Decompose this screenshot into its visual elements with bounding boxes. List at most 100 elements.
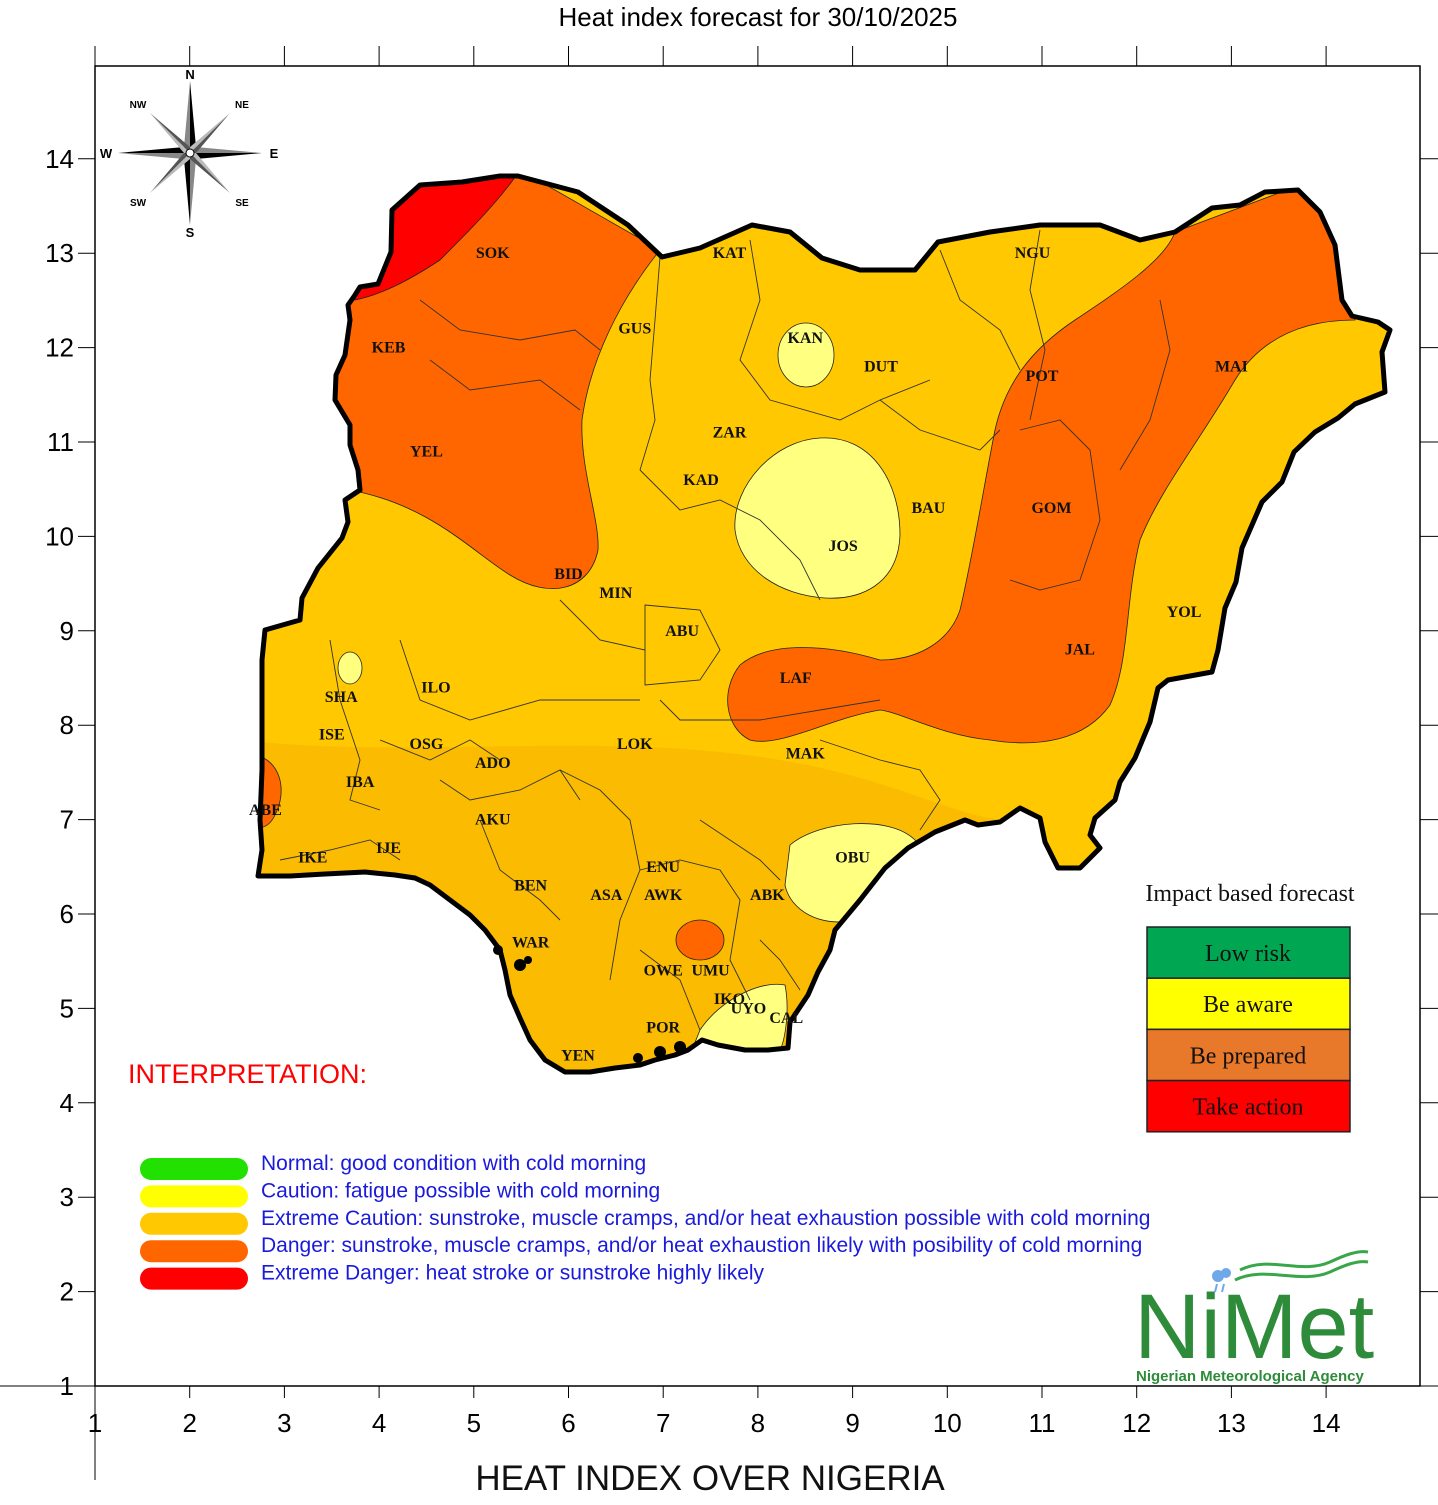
- zone-caution-uyo: [689, 983, 788, 1056]
- interpretation-swatch: [140, 1185, 248, 1208]
- x-tick-label: 1: [88, 1408, 102, 1438]
- state-boundaries: [279, 229, 1171, 1031]
- x-tick-label: 3: [277, 1408, 291, 1438]
- compass-w: W: [100, 146, 113, 161]
- y-tick-label: 11: [47, 427, 74, 457]
- compass-sw: SW: [130, 198, 147, 209]
- city-label-enu: ENU: [646, 859, 680, 876]
- compass-rose: N S E W NE NW SE SW: [100, 67, 279, 240]
- cloud-icon: [1212, 1268, 1231, 1293]
- city-label-yol: YOL: [1167, 604, 1202, 621]
- x-tick-label: 7: [656, 1408, 670, 1438]
- interpretation-label: Normal: good condition with cold morning: [261, 1152, 646, 1175]
- map-title: Heat index forecast for 30/10/2025: [559, 2, 958, 32]
- y-tick-label: 7: [60, 805, 74, 835]
- footer-title: HEAT INDEX OVER NIGERIA: [475, 1459, 945, 1498]
- x-tick-label: 9: [845, 1408, 859, 1438]
- city-label-kat: KAT: [713, 245, 747, 262]
- x-tick-label: 14: [1312, 1408, 1341, 1438]
- city-label-keb: KEB: [372, 340, 406, 357]
- city-label-laf: LAF: [780, 670, 812, 687]
- city-label-cal: CAL: [769, 1010, 803, 1027]
- city-label-obu: OBU: [835, 849, 870, 866]
- city-label-gus: GUS: [618, 321, 651, 338]
- city-label-gom: GOM: [1031, 500, 1071, 517]
- x-tick-label: 12: [1122, 1408, 1151, 1438]
- city-label-iba: IBA: [346, 774, 375, 791]
- city-label-dut: DUT: [864, 358, 898, 375]
- compass-e: E: [270, 146, 279, 161]
- impact-title: Impact based forecast: [1145, 881, 1355, 907]
- x-tick-label: 13: [1217, 1408, 1246, 1438]
- y-tick-label: 4: [60, 1088, 74, 1118]
- interpretation-swatch: [140, 1212, 248, 1235]
- city-label-war: WAR: [512, 934, 550, 951]
- x-tick-label: 11: [1029, 1408, 1056, 1438]
- logo-wave-icon: [1239, 1250, 1369, 1272]
- impact-level-label: Be prepared: [1190, 1043, 1307, 1069]
- x-tick-label: 5: [467, 1408, 481, 1438]
- zone-danger-northeast: [727, 184, 1356, 744]
- city-label-aku: AKU: [475, 812, 511, 829]
- zone-caution-jos: [734, 437, 901, 599]
- y-axis-ticks: 14 13 12 11 10 9 8 7 6 5 4 3 2 1: [45, 144, 1438, 1401]
- city-label-ilo: ILO: [421, 679, 450, 696]
- city-label-mai: MAI: [1215, 358, 1248, 375]
- city-label-sha: SHA: [325, 689, 358, 706]
- interpretation-title: INTERPRETATION:: [128, 1059, 367, 1089]
- interpretation-swatch: [140, 1158, 248, 1180]
- interpretation-swatch: [140, 1240, 248, 1263]
- interpretation-legend: Normal: good condition with cold morning…: [140, 1152, 1150, 1290]
- city-label-ben: BEN: [514, 878, 547, 895]
- city-label-osg: OSG: [410, 736, 444, 753]
- x-tick-label: 2: [182, 1408, 196, 1438]
- interpretation-swatch: [140, 1267, 248, 1290]
- city-label-asa: ASA: [590, 887, 622, 904]
- city-label-bau: BAU: [911, 500, 945, 517]
- city-label-abe: ABE: [249, 802, 282, 819]
- y-tick-label: 6: [60, 899, 74, 929]
- impact-level-swatch: [1146, 926, 1351, 979]
- y-tick-label: 5: [60, 993, 74, 1023]
- city-label-owe: OWE: [644, 963, 683, 980]
- y-tick-label: 2: [60, 1277, 74, 1307]
- compass-n: N: [185, 67, 194, 82]
- city-label-zar: ZAR: [713, 425, 747, 442]
- city-label-ado: ADO: [475, 755, 511, 772]
- impact-level-label: Low risk: [1205, 941, 1291, 967]
- city-label-abu: ABU: [665, 623, 699, 640]
- city-label-mak: MAK: [786, 746, 826, 763]
- compass-ne: NE: [235, 100, 249, 111]
- city-label-ije: IJE: [376, 840, 401, 857]
- zone-caution-shaki: [337, 651, 363, 685]
- impact-legend: Low risk Be aware Be prepared Take action: [1146, 926, 1351, 1133]
- city-label-abk: ABK: [750, 887, 785, 904]
- city-label-yen: YEN: [561, 1048, 595, 1065]
- city-label-min: MIN: [599, 585, 632, 602]
- compass-se: SE: [235, 198, 249, 209]
- city-label-ike: IKE: [298, 849, 327, 866]
- city-label-jos: JOS: [828, 538, 857, 555]
- compass-star-icon: [118, 81, 262, 225]
- city-label-bid: BID: [554, 566, 582, 583]
- interpretation-label: Extreme Danger: heat stroke or sunstroke…: [261, 1262, 765, 1285]
- y-tick-label: 14: [45, 144, 74, 174]
- x-tick-label: 10: [933, 1408, 962, 1438]
- interpretation-label: Extreme Caution: sunstroke, muscle cramp…: [261, 1207, 1150, 1230]
- city-label-ngu: NGU: [1015, 245, 1051, 262]
- y-tick-label: 13: [45, 238, 74, 268]
- compass-nw: NW: [130, 100, 147, 111]
- city-labels: SOK KAT NGU KEB GUS KAN DUT POT MAI YEL ZAR KAD BAU G…: [249, 245, 1248, 1064]
- city-label-por: POR: [646, 1019, 680, 1036]
- logo-wordmark: NiMet: [1134, 1276, 1374, 1378]
- nimet-logo: NiMet Nigerian Meteorological Agency: [1134, 1250, 1374, 1385]
- impact-level-swatch: [1146, 977, 1351, 1031]
- city-label-awk: AWK: [644, 887, 683, 904]
- city-label-sok: SOK: [476, 245, 510, 262]
- y-tick-label: 8: [60, 710, 74, 740]
- city-label-jal: JAL: [1065, 642, 1095, 659]
- city-label-ise: ISE: [319, 727, 345, 744]
- impact-level-label: Take action: [1193, 1095, 1304, 1121]
